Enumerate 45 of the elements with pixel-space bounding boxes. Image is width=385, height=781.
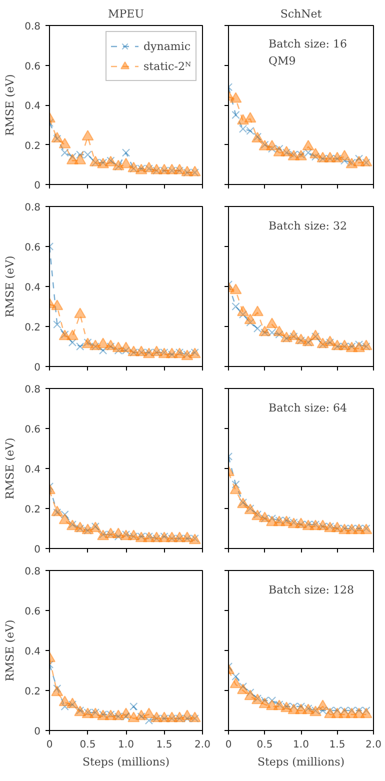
y-tick-label: 0.2 — [24, 140, 41, 152]
x-tick-label: 2.0 — [194, 740, 210, 750]
y-tick-label: 0.2 — [24, 504, 41, 516]
y-tick-label: 0 — [34, 362, 41, 374]
x-tick-label: 0 — [46, 740, 53, 750]
x-tick-label: 0.5 — [256, 740, 273, 750]
x-axis-title: Steps (millions) — [82, 756, 170, 768]
y-tick-label: 0 — [34, 180, 41, 192]
y-tick-label: 0.8 — [24, 384, 41, 396]
y-tick-label: 0.4 — [24, 282, 41, 294]
y-tick-label: 0.4 — [24, 101, 41, 112]
y-tick-label: 0.6 — [24, 424, 41, 436]
y-tick-label: 0.6 — [24, 61, 41, 72]
x-tick-label: 0 — [225, 740, 232, 750]
y-tick-label: 0.8 — [24, 202, 41, 214]
y-tick-label: 0.6 — [24, 242, 41, 254]
y-tick-label: 0.4 — [24, 464, 41, 476]
x-tick-label: 1.5 — [156, 740, 172, 750]
chart-title: MPEU — [108, 8, 144, 20]
annotation: Batch size: 64 — [268, 402, 347, 414]
y-tick-label: 0.2 — [24, 322, 41, 334]
y-tick-label: 0 — [34, 726, 41, 738]
x-tick-label: 2.0 — [366, 740, 382, 750]
y-axis-title: RMSE (eV) — [4, 438, 17, 500]
y-tick-label: 0.2 — [24, 686, 41, 698]
x-tick-label: 0.5 — [80, 740, 96, 750]
y-tick-label: 0.8 — [24, 22, 41, 32]
chart-title: SchNet — [280, 8, 322, 20]
y-tick-label: 0.6 — [24, 606, 41, 618]
x-tick-label: 1.5 — [329, 740, 346, 750]
y-axis-title: RMSE (eV) — [4, 74, 17, 136]
x-tick-label: 1.0 — [293, 740, 309, 750]
annotation: Batch size: 128 — [268, 584, 354, 596]
y-tick-label: 0.8 — [24, 566, 41, 578]
y-tick-label: 0 — [34, 544, 41, 556]
legend-label: dynamic — [144, 39, 191, 53]
y-tick-label: 0.4 — [24, 646, 41, 658]
x-tick-label: 1.0 — [118, 740, 134, 750]
y-axis-title: RMSE (eV) — [4, 620, 17, 682]
y-axis-title: RMSE (eV) — [4, 256, 17, 318]
annotation: QM9 — [268, 54, 296, 68]
annotation: Batch size: 16 — [268, 38, 347, 50]
annotation: Batch size: 32 — [268, 220, 347, 232]
legend-label: static-2ᴺ — [144, 59, 191, 73]
x-axis-title: Steps (millions) — [257, 756, 345, 768]
